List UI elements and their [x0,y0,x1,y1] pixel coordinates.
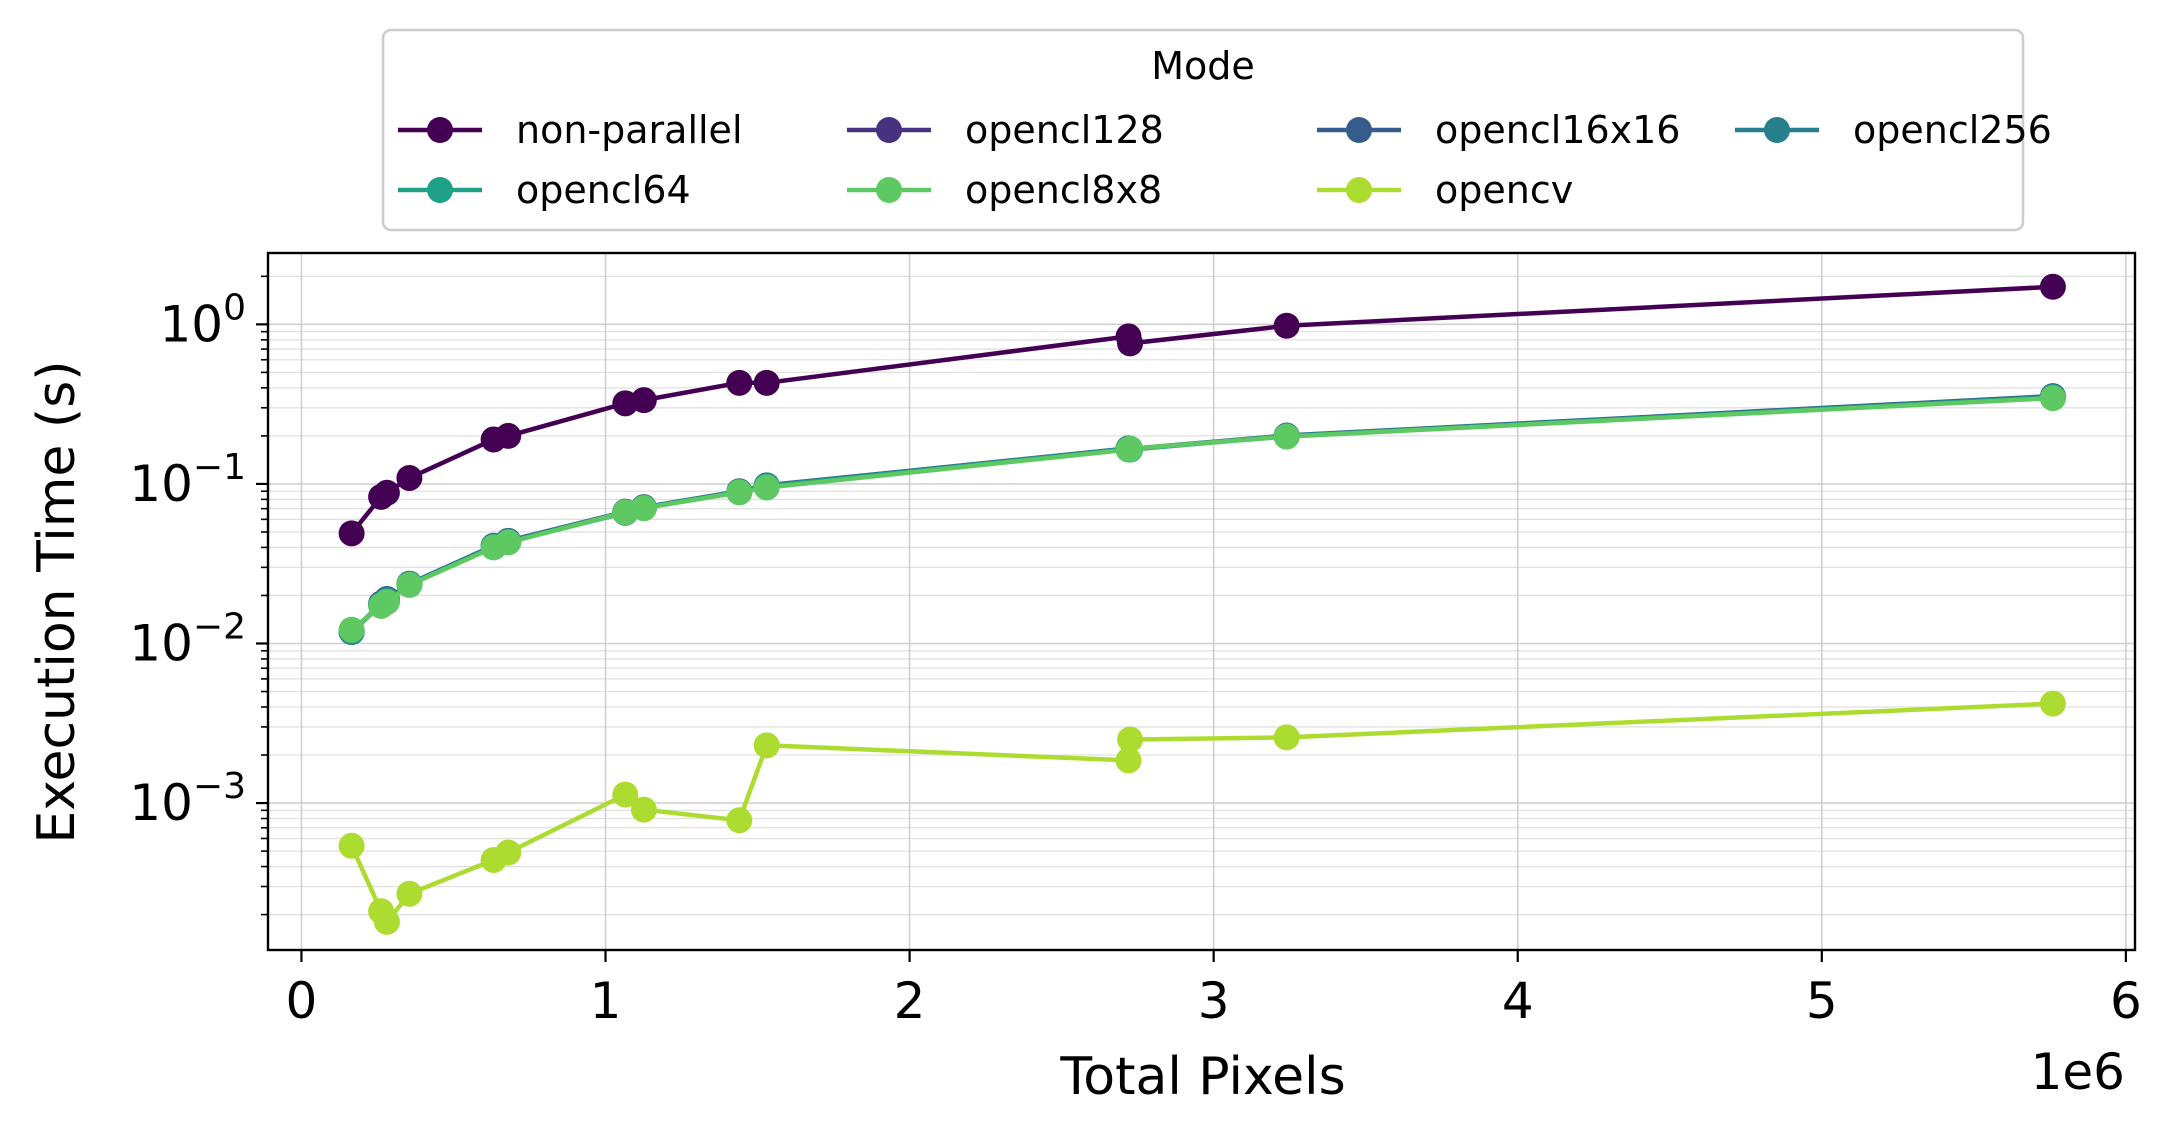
legend-label: opencl64 [516,168,691,212]
legend-marker [1346,117,1372,143]
legend-entries: non-parallel opencl128 opencl16x16 opencl25… [398,108,2052,212]
legend-marker [876,177,902,203]
y-tick-base: 10 [129,774,193,832]
data-point [373,479,400,506]
series-opencl128 [338,384,2066,646]
plot-area-frame [266,251,2137,952]
legend-marker [427,117,453,143]
legend-label: opencl8x8 [965,168,1162,212]
data-point [630,495,657,522]
data-point [1117,330,1144,357]
y-tick-label: 10−1 [129,447,246,513]
series-opencl64 [338,384,2066,645]
legend: Mode non-parallel opencl128 opencl16x16 ope… [381,28,2052,232]
y-tick-label: 10−2 [129,606,246,672]
data-point [753,369,780,396]
data-point [612,781,639,808]
data-point [373,588,400,615]
legend-marker [1346,177,1372,203]
legend-entry-non-parallel: non-parallel [398,108,743,152]
series-line [350,393,2054,634]
legend-label: opencl256 [1853,108,2052,152]
series-opencl256 [338,383,2066,644]
data-point [1273,724,1300,751]
series-opencl8x8 [338,385,2066,643]
legend-marker [427,177,453,203]
x-tick-label: 0 [286,972,318,1030]
data-point [338,616,365,643]
major-gridlines [268,253,2135,950]
series-line [349,701,2053,925]
data-point [396,464,423,491]
data-point [338,520,365,547]
data-point [726,479,753,506]
legend-entry-opencl8x8: opencl8x8 [847,168,1162,212]
data-point [630,387,657,414]
data-point [396,571,423,598]
x-tick-label: 4 [1502,972,1534,1030]
x-tick-label: 3 [1198,972,1230,1030]
data-point [495,839,522,866]
data-point [1117,435,1144,462]
legend-label: opencv [1435,168,1573,212]
y-tick-exponent: −1 [193,447,246,488]
data-point [1273,423,1300,450]
series-non-parallel [338,273,2066,547]
y-tick-exponent: −3 [193,766,246,807]
x-tick-label: 2 [894,972,926,1030]
series-layer [338,273,2066,935]
series-opencv [338,690,2066,935]
legend-label: opencl128 [965,108,1164,152]
y-tick-label: 100 [159,287,246,353]
legend-marker [1764,117,1790,143]
data-point [1273,312,1300,339]
data-point [753,732,780,759]
legend-entry-opencl64: opencl64 [398,168,691,212]
x-tick-label: 5 [1806,972,1838,1030]
legend-entry-opencl128: opencl128 [847,108,1164,152]
data-point [1115,747,1142,774]
data-point [2039,690,2066,717]
y-tick-base: 10 [129,614,193,672]
y-tick-exponent: −2 [193,606,246,647]
legend-label: opencl16x16 [1435,108,1680,152]
data-point [495,422,522,449]
y-tick-label: 10−3 [129,766,246,832]
y-tick-base: 10 [159,295,223,353]
data-point [2039,273,2066,300]
y-axis-label: Execution Time (s) [27,360,87,843]
data-point [2039,385,2066,412]
data-point [726,807,753,834]
x-tick-label: 6 [2110,972,2142,1030]
legend-entry-opencl16x16: opencl16x16 [1317,108,1680,152]
x-axis-ticks: 0 1 2 3 4 5 6 [286,950,2142,1030]
data-point [373,908,400,935]
data-point [1117,726,1144,753]
legend-title: Mode [1151,44,1255,88]
data-point [753,474,780,501]
data-point [726,369,753,396]
legend-label: non-parallel [516,108,743,152]
legend-entry-opencv: opencv [1317,168,1573,212]
legend-marker [876,117,902,143]
x-tick-label: 1 [590,972,622,1030]
legend-frame [381,28,2025,232]
x-axis-label: Total Pixels [1059,1047,1345,1107]
data-point [630,796,657,823]
minor-gridlines [268,275,2135,916]
data-point [396,880,423,907]
x-axis-offset-label: 1e6 [2031,1043,2125,1101]
y-tick-base: 10 [129,455,193,513]
data-point [495,529,522,556]
y-tick-exponent: 0 [223,287,246,328]
series-opencl16x16 [338,383,2066,646]
legend-entry-opencl256: opencl256 [1735,108,2052,152]
data-point [338,832,365,859]
